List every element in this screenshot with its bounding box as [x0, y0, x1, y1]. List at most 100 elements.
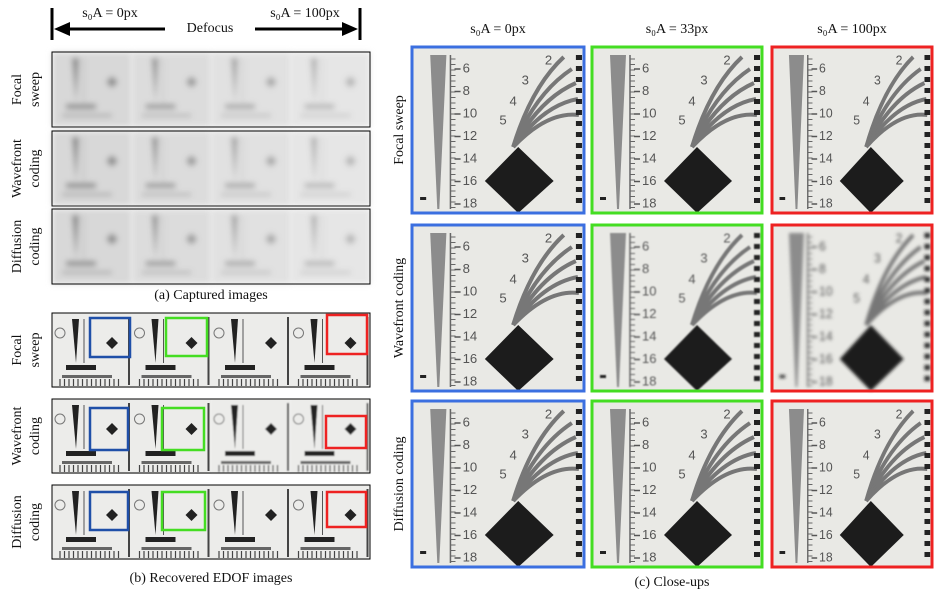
edge-dot [575, 233, 582, 238]
ruler-label: 12 [819, 129, 833, 143]
diamond [484, 147, 554, 213]
edge-dot [754, 299, 760, 304]
ruler-label: 14 [642, 504, 656, 519]
close-up: 6 8 10 12 14 16 18 2 345 [412, 225, 584, 391]
edge-dot [575, 198, 582, 203]
target [54, 327, 66, 339]
wedge [72, 137, 79, 181]
fan-label: 4 [863, 448, 870, 462]
image-content: 6 8 10 12 14 16 18 2 345 [420, 53, 582, 213]
column-header: s₀A = 0px [470, 22, 526, 37]
edge-dot [924, 321, 931, 326]
corner-mark [600, 551, 606, 554]
edge-dot [924, 198, 931, 203]
fan-label: 5 [853, 291, 860, 305]
image-content: 6 8 10 12 14 16 18 2 345 [420, 231, 582, 391]
ruler-label: 12 [819, 483, 833, 497]
diamond [344, 509, 357, 521]
ruler-label: 18 [819, 374, 833, 388]
corner-mark [420, 375, 427, 378]
zoom-box [160, 490, 207, 532]
recovered-image [290, 399, 371, 474]
diamond [106, 337, 118, 349]
diamond [106, 155, 118, 167]
ruler-label: 10 [819, 284, 833, 298]
bar-h [225, 261, 255, 266]
edge-dot [575, 55, 582, 60]
edge-dot [754, 332, 760, 337]
ruler-label: 6 [463, 239, 470, 254]
captured-image [211, 209, 291, 284]
fan-label: 3 [874, 73, 881, 87]
wedge [151, 319, 159, 363]
wedge [310, 137, 318, 181]
edge-dot [924, 310, 931, 315]
edge-dot [575, 420, 582, 425]
row-label: Diffusion coding [392, 436, 407, 531]
diamond [106, 509, 118, 521]
diamond [265, 76, 277, 88]
edge-dot [754, 143, 760, 148]
wedge [788, 409, 804, 563]
diamond [265, 233, 277, 245]
arrow-label-center: Defocus [187, 21, 234, 36]
row-label: Wavefront [10, 407, 25, 466]
ruler-label: 10 [819, 460, 833, 474]
wedge [151, 215, 159, 259]
edge-dot [575, 497, 582, 502]
diamond [185, 337, 198, 349]
target [134, 327, 145, 339]
fan-label: 3 [700, 72, 707, 87]
ruler-label: 6 [463, 61, 470, 76]
bar-h [221, 547, 271, 550]
wedge [151, 58, 159, 102]
diamond [185, 423, 198, 435]
row-frame [51, 130, 371, 207]
edge-dot [754, 541, 760, 546]
edge-dot [754, 121, 760, 126]
edge-dot [924, 255, 931, 260]
bar-h [225, 365, 255, 370]
ruler-label: 14 [463, 151, 478, 166]
ruler-label: 18 [463, 374, 478, 389]
bar-h [300, 547, 351, 550]
ruler-label: 8 [463, 261, 470, 276]
edge-dot [575, 176, 582, 181]
edge-dot [575, 77, 582, 82]
fan-label: 4 [688, 271, 695, 286]
ruler-label: 6 [642, 60, 649, 75]
row-label: Focal sweep [392, 95, 407, 165]
bar-h [221, 375, 271, 378]
wedge [151, 491, 159, 535]
ruler-label: 14 [463, 505, 478, 520]
ruler-label: 10 [642, 105, 656, 120]
ruler-label: 16 [642, 173, 656, 188]
edge-dot [924, 486, 931, 491]
fan-label: 2 [896, 53, 903, 67]
edge-dot [754, 176, 760, 181]
bar-h [300, 375, 351, 378]
fan-label: 3 [874, 427, 881, 441]
edge-dot [924, 154, 931, 159]
edge-dot [575, 343, 582, 348]
fan-label: 2 [545, 407, 552, 422]
edge-dot [575, 110, 582, 115]
fan-label: 4 [863, 272, 870, 286]
edge [366, 403, 369, 471]
wedge [151, 405, 159, 449]
ruler-label: 10 [463, 106, 478, 121]
recovered-image [131, 399, 212, 474]
edge [287, 403, 289, 471]
ruler-label: 8 [642, 261, 649, 276]
bar-h [225, 104, 255, 109]
recovered-row [51, 312, 371, 388]
close-up: 6 8 10 12 14 16 18 2 345 [592, 401, 762, 567]
close-up: 6 8 10 12 14 16 18 2 345 [592, 47, 762, 213]
bar-h [300, 193, 351, 196]
edge-dot [575, 519, 582, 524]
captured-image [52, 131, 132, 206]
bar-h [300, 271, 351, 274]
edge-dot [924, 464, 931, 469]
bar-h [300, 461, 351, 464]
bar-h [145, 261, 176, 266]
